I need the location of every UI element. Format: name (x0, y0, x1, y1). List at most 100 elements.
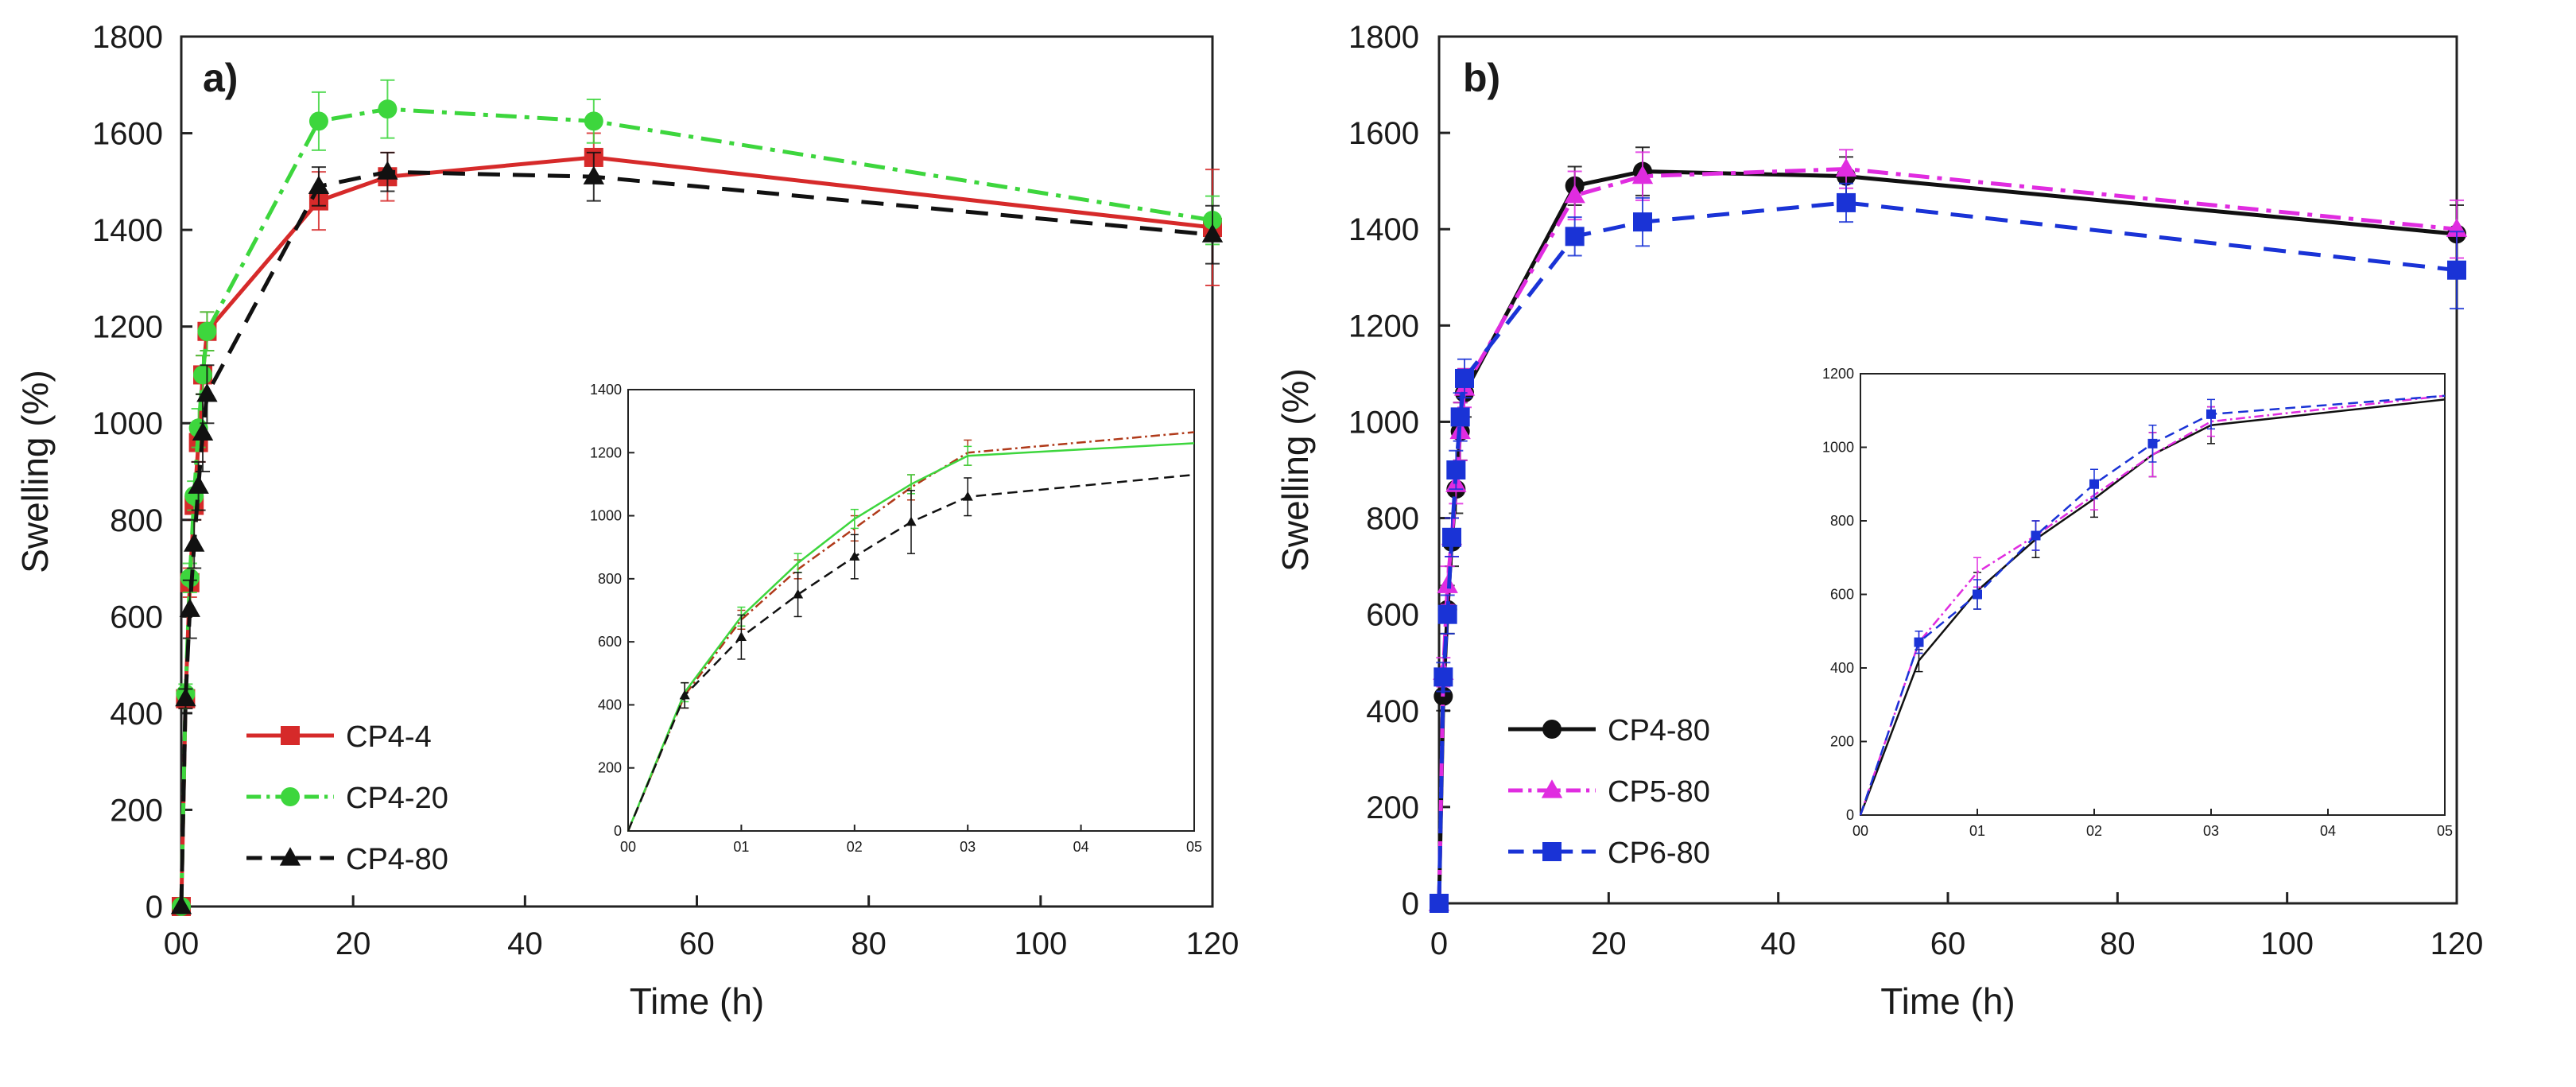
x-tick-label: 40 (1760, 926, 1796, 961)
inset-data-point (2147, 438, 2158, 448)
x-tick-label: 0 (1430, 926, 1448, 961)
inset-y-tick-label: 600 (598, 634, 622, 650)
data-point (584, 111, 603, 131)
legend-marker (1542, 720, 1562, 739)
data-point (308, 111, 328, 131)
x-tick-label: 00 (164, 926, 200, 961)
inset-x-tick-label: 00 (1852, 823, 1868, 839)
data-point (583, 165, 604, 184)
data-point (378, 99, 398, 119)
y-tick-label: 1600 (1348, 116, 1419, 151)
inset-data-point (1914, 637, 1924, 647)
inset-data-point (1973, 589, 1982, 600)
x-tick-label: 40 (507, 926, 543, 961)
inset-series-line (1859, 398, 2446, 816)
inset-y-tick-label: 800 (598, 571, 622, 587)
data-point (188, 475, 209, 494)
inset-data-point (906, 516, 917, 526)
legend-label: CP6-80 (1608, 837, 1710, 870)
data-point (192, 421, 214, 441)
inset-x-tick-label: 05 (2437, 823, 2453, 839)
data-point (197, 321, 217, 341)
inset-series-line (1859, 394, 2446, 816)
inset-x-tick-label: 01 (733, 839, 749, 855)
y-tick-label: 200 (110, 793, 163, 828)
x-tick-label: 80 (851, 926, 886, 961)
legend-label: CP4-80 (1608, 714, 1710, 747)
inset-series-CP6-80 (1859, 394, 2446, 816)
inset-x-tick-label: 02 (2086, 823, 2102, 839)
data-point (1835, 157, 1857, 177)
inset-series-line (627, 442, 1195, 832)
inset-data-point (962, 491, 973, 501)
x-tick-label: 120 (2431, 926, 2484, 961)
inset-x-tick-label: 04 (2320, 823, 2336, 839)
inset-data-point (793, 588, 804, 599)
y-tick-label: 1000 (1348, 405, 1419, 440)
y-tick-label: 1400 (1348, 212, 1419, 247)
data-point (1455, 368, 1474, 388)
inset-series-line (627, 431, 1195, 832)
data-point (1430, 894, 1449, 913)
legend-marker (279, 847, 301, 866)
y-tick-label: 0 (145, 890, 163, 925)
inset-data-point (2031, 530, 2041, 541)
y-tick-label: 1400 (92, 213, 163, 248)
inset-y-tick-label: 1200 (1822, 366, 1854, 382)
y-axis-label: Swelling (%) (1274, 368, 1316, 572)
data-point (1442, 527, 1461, 547)
y-tick-label: 1600 (92, 117, 163, 152)
legend-marker (281, 787, 300, 806)
data-point (1564, 184, 1585, 204)
inset-y-tick-label: 0 (614, 823, 622, 839)
series-CP4-80 (170, 151, 1224, 914)
data-point (1565, 227, 1585, 247)
data-point (308, 175, 330, 195)
legend-label: CP4-4 (346, 720, 432, 754)
y-tick-label: 400 (110, 697, 163, 732)
legend-label: CP4-20 (346, 782, 448, 815)
x-tick-label: 100 (2260, 926, 2314, 961)
data-point (377, 161, 398, 180)
inset-y-tick-label: 200 (598, 760, 622, 776)
x-tick-label: 100 (1014, 926, 1067, 961)
y-tick-label: 1200 (1348, 309, 1419, 344)
data-point (1437, 604, 1457, 624)
data-point (196, 382, 218, 402)
series-line (1437, 200, 2458, 904)
inset-x-tick-label: 05 (1186, 839, 1202, 855)
inset-data-point (2089, 479, 2099, 489)
data-point (1450, 407, 1470, 427)
legend-label: CP5-80 (1608, 775, 1710, 809)
inset-data-point (2206, 409, 2216, 419)
data-point (1631, 165, 1654, 184)
panel-label: a) (203, 56, 238, 100)
inset-data-point (679, 689, 690, 700)
inset-frame (627, 389, 1195, 832)
data-point (193, 365, 213, 385)
data-point (1633, 212, 1652, 232)
inset-y-tick-label: 1200 (590, 445, 622, 460)
x-tick-label: 20 (336, 926, 371, 961)
inset-x-tick-label: 02 (847, 839, 863, 855)
data-point (179, 598, 201, 617)
y-tick-label: 1800 (92, 20, 163, 55)
data-point (2447, 260, 2466, 280)
y-tick-label: 800 (1366, 502, 1419, 537)
data-point (1201, 223, 1224, 243)
inset-chart: 0 200 400 600 800 1000 1200 1400 00 01 02 03 04 05 (590, 382, 1202, 855)
y-tick-label: 1000 (92, 406, 163, 441)
y-tick-label: 800 (110, 503, 163, 538)
y-tick-label: 400 (1366, 694, 1419, 729)
inset-y-tick-label: 800 (1830, 513, 1854, 529)
inset-series-line (627, 473, 1195, 832)
inset-y-tick-label: 0 (1846, 807, 1854, 823)
series-CP6-80 (1430, 182, 2466, 913)
x-tick-label: 60 (1930, 926, 1966, 961)
y-tick-label: 1200 (92, 310, 163, 345)
data-point (1837, 192, 1856, 212)
y-tick-label: 1800 (1348, 20, 1419, 55)
inset-y-tick-label: 1400 (590, 382, 622, 398)
